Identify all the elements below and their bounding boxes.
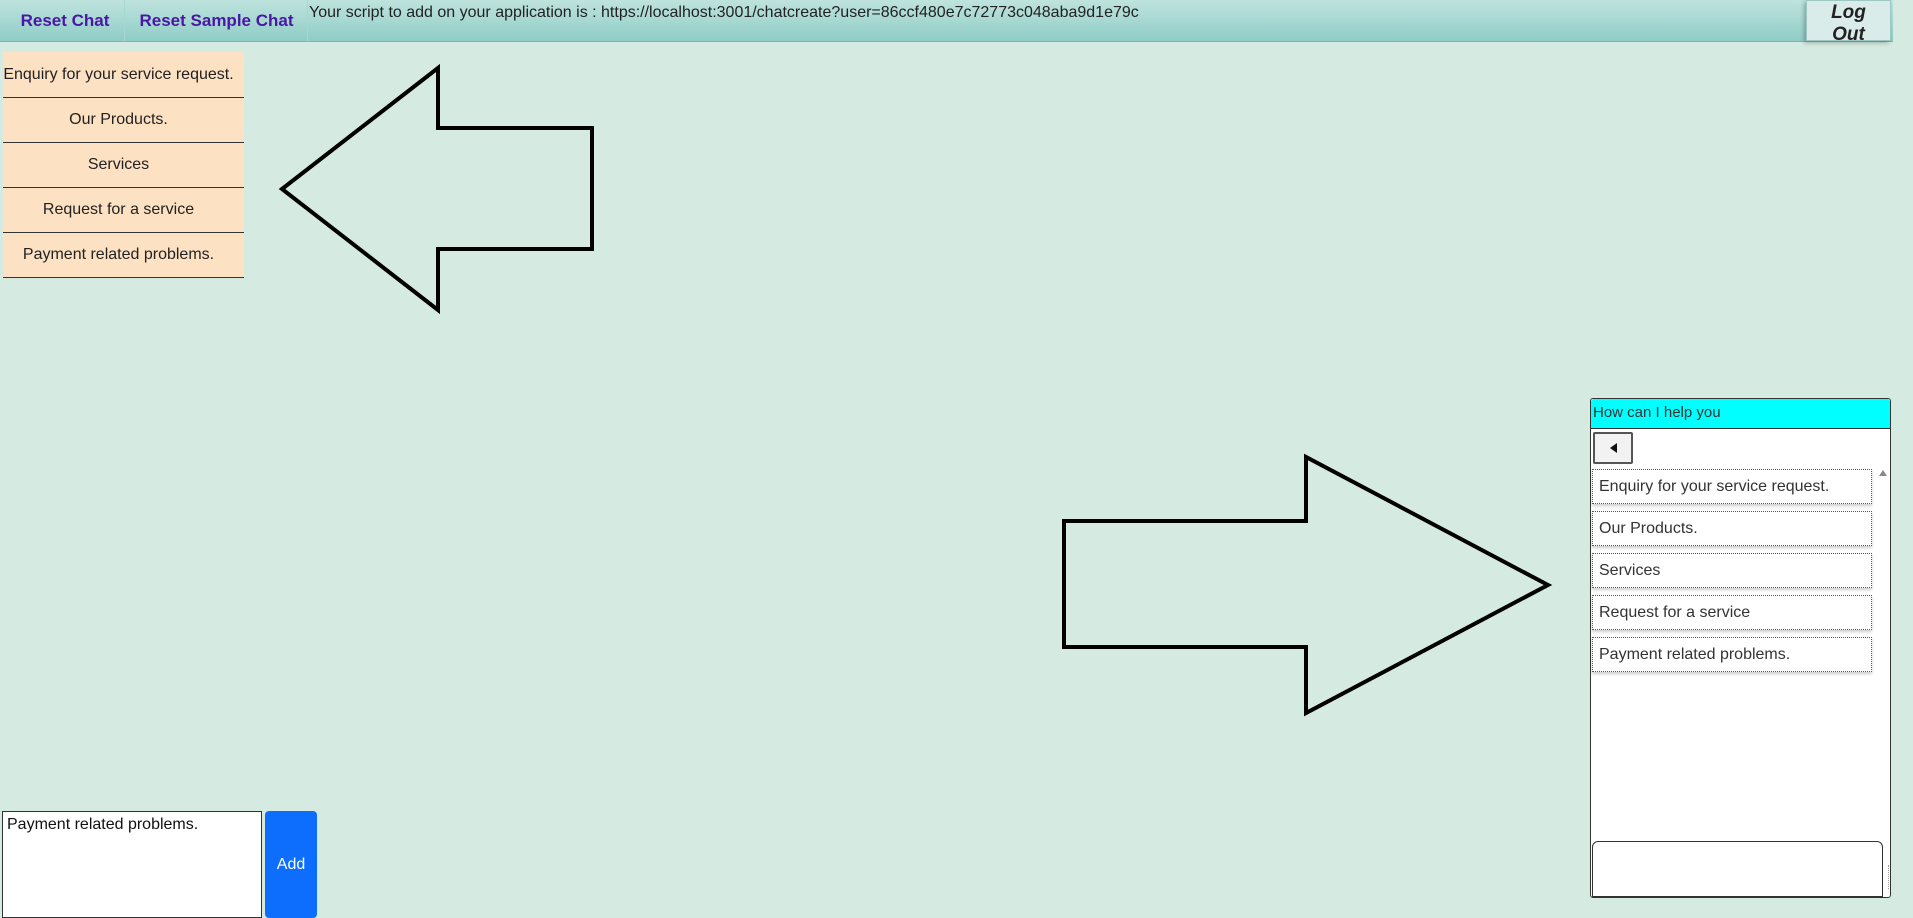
script-url-text: Your script to add on your application i… bbox=[309, 4, 1139, 21]
chat-widget: How can I help you Enquiry for your serv… bbox=[1590, 398, 1891, 898]
left-menu-item-payment[interactable]: Payment related problems. bbox=[3, 233, 244, 278]
chat-message-input[interactable] bbox=[1592, 841, 1883, 897]
left-menu-item-services[interactable]: Services bbox=[3, 143, 244, 188]
chat-option-enquiry[interactable]: Enquiry for your service request. bbox=[1592, 469, 1872, 504]
chat-option-payment[interactable]: Payment related problems. bbox=[1592, 637, 1872, 672]
option-text-input[interactable]: Payment related problems. bbox=[2, 811, 262, 918]
reset-chat-button[interactable]: Reset Chat bbox=[6, 0, 125, 41]
reset-sample-chat-button[interactable]: Reset Sample Chat bbox=[126, 0, 308, 41]
chat-option-products[interactable]: Our Products. bbox=[1592, 511, 1872, 546]
caret-left-icon bbox=[1609, 443, 1617, 453]
chat-option-request-service[interactable]: Request for a service bbox=[1592, 595, 1872, 630]
left-menu: Enquiry for your service request. Our Pr… bbox=[3, 52, 244, 278]
add-button[interactable]: Add bbox=[265, 811, 317, 918]
top-bar: Reset Chat Reset Sample Chat Your script… bbox=[0, 0, 1893, 45]
left-menu-item-products[interactable]: Our Products. bbox=[3, 98, 244, 143]
chat-header: How can I help you bbox=[1591, 399, 1890, 429]
left-arrow-icon bbox=[278, 63, 594, 315]
resize-grip-icon[interactable] bbox=[1884, 865, 1889, 889]
chat-option-services[interactable]: Services bbox=[1592, 553, 1872, 588]
chat-back-button[interactable] bbox=[1593, 432, 1633, 464]
logout-button[interactable]: Log Out bbox=[1806, 0, 1891, 45]
left-menu-item-request-service[interactable]: Request for a service bbox=[3, 188, 244, 233]
right-arrow-icon bbox=[1062, 453, 1553, 717]
chat-options-list: Enquiry for your service request. Our Pr… bbox=[1592, 469, 1872, 679]
scroll-up-arrow-icon[interactable] bbox=[1879, 470, 1887, 476]
left-menu-item-enquiry[interactable]: Enquiry for your service request. bbox=[3, 52, 244, 98]
